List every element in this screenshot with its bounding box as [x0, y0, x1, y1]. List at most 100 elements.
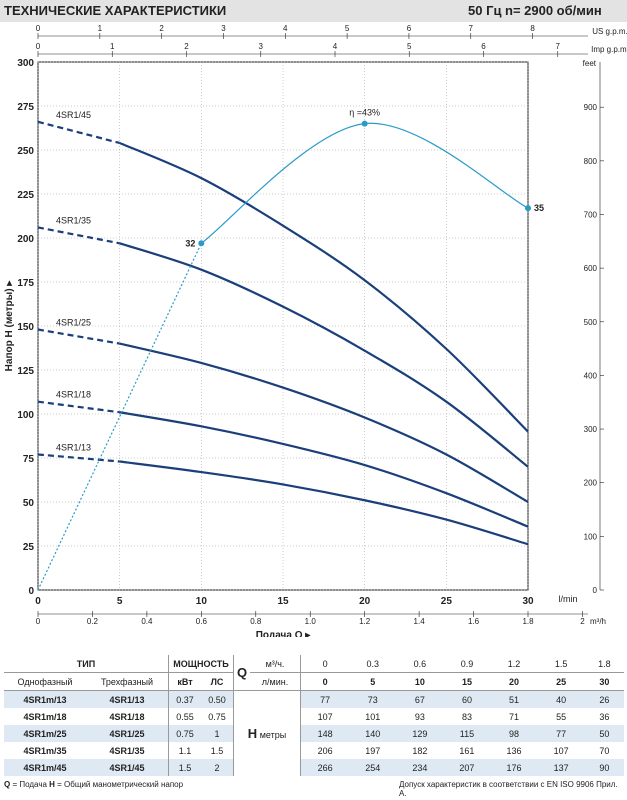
- footer-norm: Допуск характеристик в соответствии с EN…: [399, 780, 618, 798]
- imp-unit-label: Imp g.p.m.: [591, 45, 627, 54]
- power-hp: 1: [201, 725, 234, 742]
- series-dashed-4SR1/13: [37, 453, 120, 463]
- series-dashed-4SR1/35: [37, 226, 120, 245]
- y-tick-label: 100: [17, 410, 34, 421]
- head-value: 266: [300, 759, 350, 776]
- header-bar: ТЕХНИЧЕСКИЕ ХАРАКТЕРИСТИКИ 50 Гц n= 2900…: [0, 0, 627, 22]
- footer-h-symbol: H: [49, 780, 55, 789]
- q-lmin-value: 0: [300, 672, 350, 691]
- footer-q-text: = Подача: [10, 780, 50, 789]
- head-value: 50: [584, 725, 624, 742]
- q-m3h-value: 0.3: [349, 655, 397, 673]
- kw-header: кВт: [168, 672, 201, 691]
- head-value: 161: [443, 742, 491, 759]
- m3h-tick-label: 2: [580, 617, 585, 626]
- series-label-4SR1/35: 4SR1/35: [56, 215, 91, 225]
- y-tick-label: 50: [23, 498, 35, 509]
- m3h-tick-label: 0.8: [250, 617, 262, 626]
- y-tick-label: 0: [28, 586, 34, 597]
- us-tick-label: 3: [221, 24, 226, 33]
- x-axis-label: Подача Q ▸: [256, 630, 312, 637]
- head-value: 77: [537, 725, 585, 742]
- series-label-4SR1/45: 4SR1/45: [56, 110, 91, 120]
- m3h-tick-label: 1.4: [414, 617, 426, 626]
- type-header: ТИП: [4, 655, 169, 673]
- imp-tick-label: 3: [259, 42, 264, 51]
- table-row: 4SR1m/35 4SR1/35 1.1 1.5 206 197 182 161 136 107 7…: [4, 742, 624, 759]
- performance-chart: 0255075100125150175200225250275300Напор …: [4, 24, 627, 637]
- q-m3h-value: 0: [300, 655, 350, 673]
- y-tick-label: 25: [23, 542, 35, 553]
- y-tick-label: 75: [23, 454, 35, 465]
- hp-header: ЛС: [201, 672, 234, 691]
- head-value: 26: [584, 690, 624, 708]
- three-phase-header: Трехфазный: [86, 672, 169, 691]
- y-tick-label: 200: [17, 234, 34, 245]
- head-value: 140: [349, 725, 397, 742]
- power-kw: 0.55: [168, 708, 201, 725]
- y-tick-label: 125: [17, 366, 34, 377]
- single-phase-header: Однофазный: [4, 672, 86, 691]
- series-dashed-4SR1/25: [37, 328, 120, 345]
- m3h-tick-label: 0.6: [196, 617, 208, 626]
- power-hp: 0.50: [201, 690, 234, 708]
- imp-tick-label: 6: [481, 42, 486, 51]
- head-value: 136: [490, 742, 538, 759]
- feet-tick-label: 200: [584, 479, 598, 488]
- head-value: 83: [443, 708, 491, 725]
- power-kw: 1.1: [168, 742, 201, 759]
- head-value: 254: [349, 759, 397, 776]
- imp-tick-label: 2: [184, 42, 189, 51]
- efficiency-point: [361, 120, 368, 127]
- imp-tick-label: 5: [407, 42, 412, 51]
- head-value: 234: [396, 759, 444, 776]
- q-lmin-value: 15: [443, 672, 491, 691]
- head-value: 98: [490, 725, 538, 742]
- tri-model: 4SR1/45: [86, 759, 169, 776]
- head-value: 55: [537, 708, 585, 725]
- feet-tick-label: 700: [584, 210, 598, 219]
- us-tick-label: 5: [345, 24, 350, 33]
- series-dashed-4SR1/45: [37, 120, 120, 145]
- x-tick-label: 5: [117, 596, 123, 607]
- us-tick-label: 1: [98, 24, 103, 33]
- us-unit-label: US g.p.m.: [592, 27, 627, 36]
- us-tick-label: 6: [407, 24, 412, 33]
- head-value: 107: [537, 742, 585, 759]
- head-value: 70: [584, 742, 624, 759]
- power-kw: 0.75: [168, 725, 201, 742]
- footer-h-text: = Общий манометрический напор: [54, 780, 184, 789]
- x-tick-label: 10: [196, 596, 208, 607]
- m3h-tick-label: 1.0: [305, 617, 317, 626]
- m3h-tick-label: 0.2: [87, 617, 99, 626]
- q-lmin-value: 10: [396, 672, 444, 691]
- head-value: 107: [300, 708, 350, 725]
- efficiency-line: [200, 122, 529, 244]
- y-tick-label: 225: [17, 190, 34, 201]
- y-tick-label: 300: [17, 58, 34, 69]
- x-tick-label: 0: [35, 596, 41, 607]
- q-unit-m3h: м³/ч.: [250, 655, 301, 673]
- mono-model: 4SR1m/25: [4, 725, 86, 742]
- m3h-unit-label: m³/h: [590, 617, 606, 626]
- series-line-4SR1/45: [119, 141, 529, 433]
- series-label-4SR1/18: 4SR1/18: [56, 390, 91, 400]
- x-tick-label: 20: [359, 596, 371, 607]
- q-symbol: Q: [233, 655, 250, 691]
- table-row: 4SR1m/45 4SR1/45 1.5 2 266 254 234 207 176 137 90: [4, 759, 624, 776]
- series-dashed-4SR1/18: [37, 400, 120, 414]
- page-title: ТЕХНИЧЕСКИЕ ХАРАКТЕРИСТИКИ: [4, 3, 227, 18]
- head-value: 93: [396, 708, 444, 725]
- q-lmin-value: 5: [349, 672, 397, 691]
- series-label-4SR1/13: 4SR1/13: [56, 442, 91, 452]
- us-tick-label: 2: [159, 24, 164, 33]
- head-value: 90: [584, 759, 624, 776]
- footer-q-symbol: Q: [4, 780, 11, 789]
- head-value: 71: [490, 708, 538, 725]
- footer-legend: Q = Подача H = Общий манометрический нап…: [4, 780, 624, 798]
- head-value: 60: [443, 690, 491, 708]
- feet-tick-label: 900: [584, 103, 598, 112]
- mono-model: 4SR1m/35: [4, 742, 86, 759]
- x-tick-label: 30: [522, 596, 534, 607]
